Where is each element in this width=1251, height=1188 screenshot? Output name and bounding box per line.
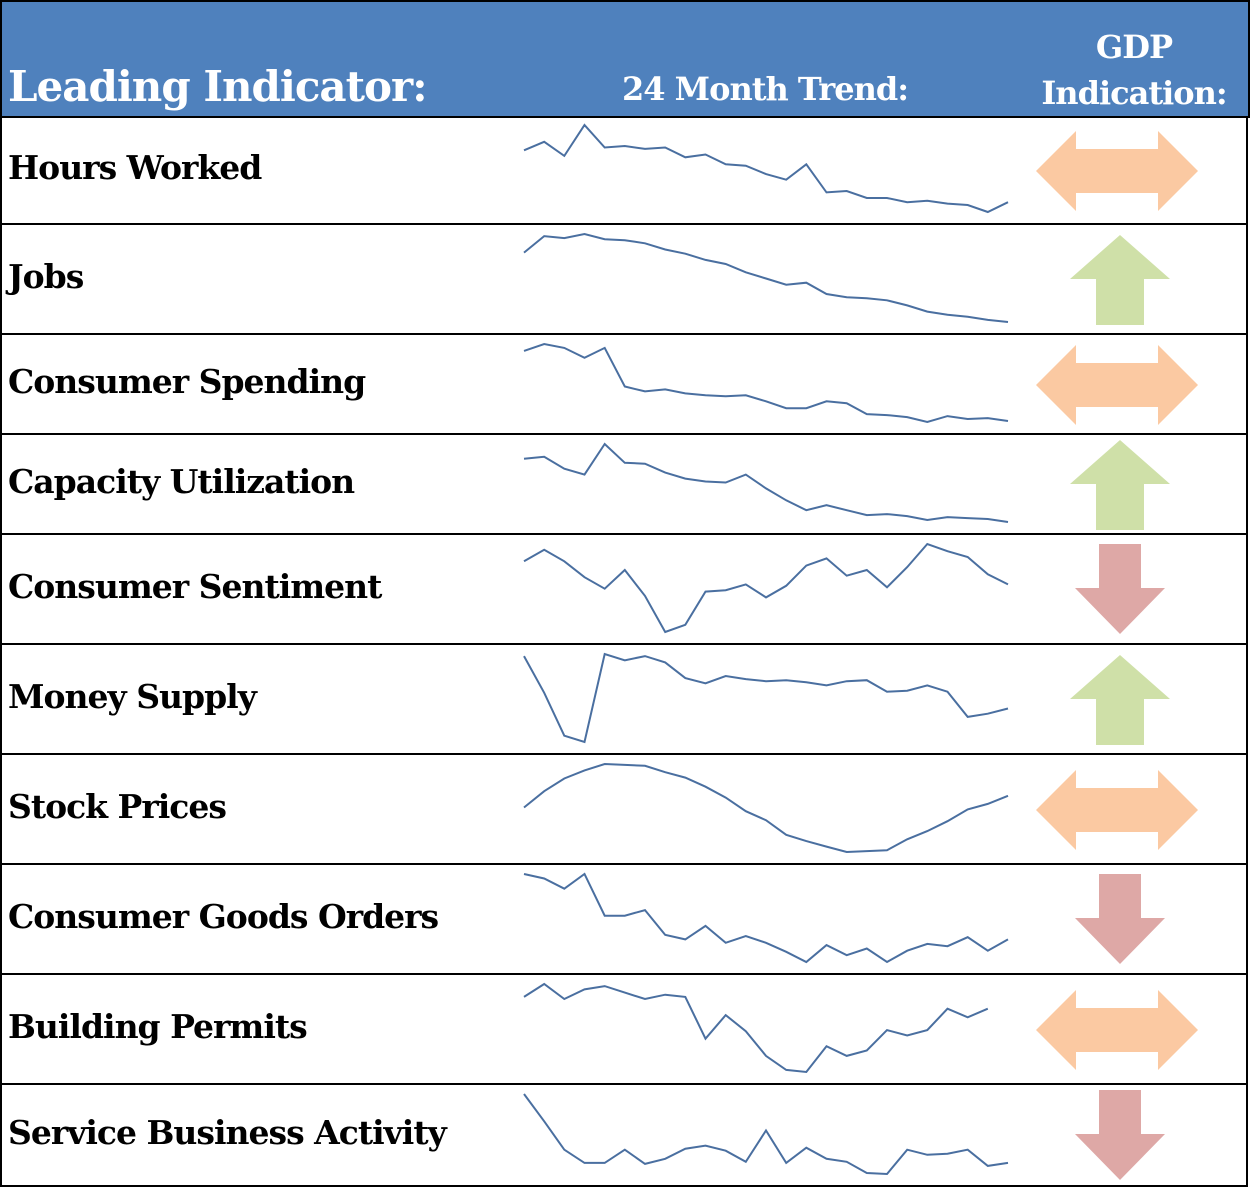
table-header: Leading Indicator: 24 Month Trend: GDP I…	[0, 0, 1250, 118]
sparkline	[523, 872, 1009, 964]
table-row: Stock Prices	[0, 755, 1248, 865]
arrow-shape	[1070, 655, 1170, 745]
sparkline-series	[523, 762, 1009, 854]
sparkline-series	[523, 342, 1009, 424]
sparkline-series	[523, 442, 1009, 523]
sparkline-series	[523, 232, 1009, 323]
indicator-label: Capacity Utilization	[8, 462, 355, 501]
arrow-shape	[1070, 440, 1170, 530]
down-arrow-icon	[1075, 544, 1165, 634]
table-row: Consumer Spending	[0, 335, 1248, 435]
table-row: Consumer Sentiment	[0, 535, 1248, 645]
sparkline	[523, 652, 1009, 744]
sparkline-series	[523, 652, 1009, 744]
neutral-arrow-icon	[1036, 990, 1198, 1070]
indicator-label: Service Business Activity	[8, 1113, 447, 1152]
sparkline-series	[523, 982, 989, 1074]
indicator-label: Hours Worked	[8, 147, 262, 187]
up-arrow-icon	[1070, 440, 1170, 530]
sparkline	[523, 982, 989, 1074]
neutral-arrow-icon	[1036, 770, 1198, 850]
indicator-label: Building Permits	[8, 1007, 308, 1046]
header-gdp-line2: Indication:	[1041, 74, 1227, 112]
down-arrow-icon	[1075, 874, 1165, 964]
up-arrow-icon	[1070, 655, 1170, 745]
table-row: Service Business Activity	[0, 1085, 1248, 1187]
table-row: Jobs	[0, 225, 1248, 335]
indicator-label: Stock Prices	[8, 787, 227, 826]
neutral-arrow-icon	[1036, 130, 1198, 211]
arrow-shape	[1075, 874, 1165, 964]
arrow-shape	[1036, 130, 1198, 211]
arrow-shape	[1075, 544, 1165, 634]
header-gdp: GDP Indication:	[1036, 24, 1232, 116]
up-arrow-icon	[1070, 235, 1170, 325]
header-gdp-line1: GDP	[1095, 28, 1173, 66]
arrow-shape	[1075, 1090, 1165, 1180]
sparkline	[523, 342, 1009, 424]
sparkline-series	[523, 542, 1009, 634]
table-row: Hours Worked	[0, 116, 1248, 225]
indicator-label: Consumer Spending	[8, 362, 366, 401]
sparkline	[523, 442, 1009, 523]
indicator-label: Consumer Sentiment	[8, 567, 382, 606]
indicator-label: Jobs	[8, 257, 84, 296]
table-row: Consumer Goods Orders	[0, 865, 1248, 975]
table-row: Building Permits	[0, 975, 1248, 1085]
sparkline-series	[523, 1093, 1009, 1176]
table-row: Capacity Utilization	[0, 435, 1248, 535]
arrow-shape	[1036, 770, 1198, 850]
sparkline	[523, 1093, 1009, 1176]
sparkline	[523, 232, 1009, 323]
neutral-arrow-icon	[1036, 345, 1198, 425]
arrow-shape	[1036, 345, 1198, 425]
indicator-label: Money Supply	[8, 677, 257, 716]
indicator-label: Consumer Goods Orders	[8, 897, 439, 936]
sparkline	[523, 123, 1009, 214]
down-arrow-icon	[1075, 1090, 1165, 1180]
arrow-shape	[1070, 235, 1170, 325]
header-trend: 24 Month Trend:	[622, 70, 909, 108]
sparkline-series	[523, 123, 1009, 214]
header-indicator: Leading Indicator:	[8, 62, 428, 111]
arrow-shape	[1036, 990, 1198, 1070]
sparkline	[523, 762, 1009, 854]
sparkline	[523, 542, 1009, 634]
sparkline-series	[523, 872, 1009, 964]
table-row: Money Supply	[0, 645, 1248, 755]
